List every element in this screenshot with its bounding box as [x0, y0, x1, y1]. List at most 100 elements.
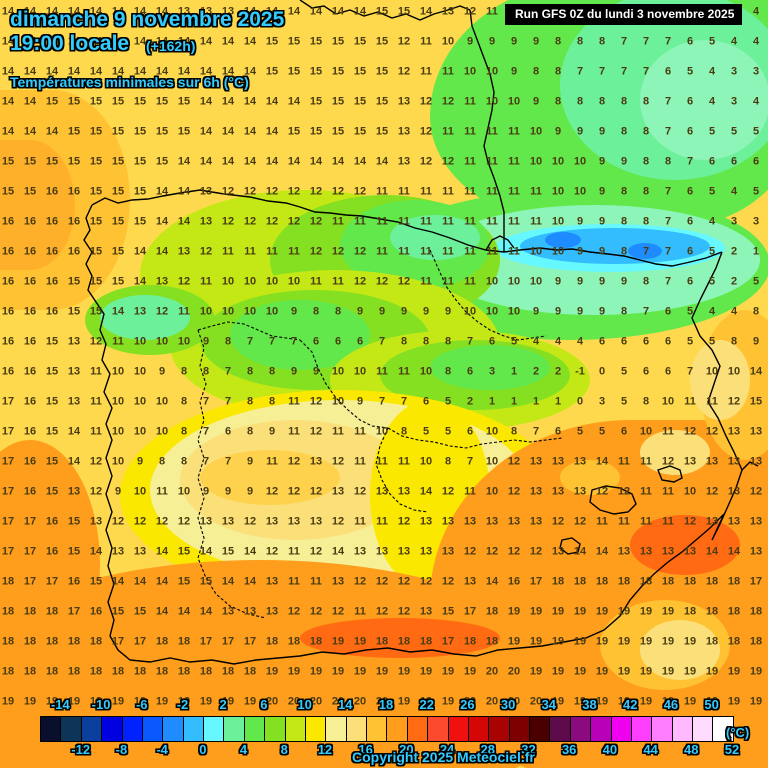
grid-value: 15: [111, 95, 125, 108]
grid-value: 17: [23, 545, 37, 558]
grid-value: 20: [507, 665, 521, 678]
grid-value: 8: [554, 65, 562, 78]
grid-value: 14: [155, 215, 169, 228]
grid-value: 14: [1, 5, 15, 18]
grid-value: 14: [111, 305, 125, 318]
grid-value: 14: [243, 125, 257, 138]
legend-tick-top: 26: [460, 697, 475, 712]
grid-value: 7: [642, 305, 650, 318]
grid-value: 10: [111, 425, 125, 438]
grid-value: 12: [441, 155, 455, 168]
legend-swatch: [387, 717, 408, 741]
grid-value: 11: [398, 455, 410, 468]
legend-tick-top: 14: [338, 697, 353, 712]
grid-value: 11: [354, 455, 366, 468]
legend-tick-bottom: -8: [115, 742, 128, 757]
grid-value: 13: [683, 455, 697, 468]
grid-value: 18: [287, 635, 301, 648]
grid-value: 12: [507, 545, 521, 558]
grid-value: 10: [441, 35, 455, 48]
grid-value: 10: [485, 95, 499, 108]
grid-value: 14: [111, 35, 125, 48]
legend-tick-bottom: 16: [358, 742, 373, 757]
grid-value: 6: [730, 155, 738, 168]
grid-value: 5: [752, 125, 760, 138]
grid-value: 9: [510, 35, 518, 48]
grid-value: 7: [466, 335, 474, 348]
grid-value: 14: [331, 5, 345, 18]
grid-value: 18: [727, 605, 741, 618]
grid-value: 19: [265, 665, 279, 678]
grid-value: 19: [617, 635, 631, 648]
grid-value: 15: [133, 605, 147, 618]
field-pyrenees-blue-core1: [545, 232, 581, 248]
grid-value: 10: [573, 185, 587, 198]
grid-value: 6: [642, 335, 650, 348]
grid-value: 16: [23, 335, 37, 348]
grid-value: 3: [730, 95, 738, 108]
grid-value: 15: [111, 605, 125, 618]
grid-value: 1: [532, 395, 540, 408]
grid-value: 12: [441, 95, 455, 108]
grid-value: 17: [441, 635, 455, 648]
grid-value: 13: [375, 545, 389, 558]
grid-value: 11: [398, 185, 410, 198]
grid-value: 13: [67, 485, 81, 498]
grid-value: 13: [617, 545, 631, 558]
legend-tick-bottom: 12: [317, 742, 333, 757]
page-title-time: 19:00 locale: [10, 32, 130, 55]
grid-value: 10: [133, 365, 147, 378]
grid-value: 12: [243, 185, 257, 198]
border-interior-3: [429, 249, 547, 341]
grid-value: 10: [375, 425, 389, 438]
grid-value: 16: [45, 545, 59, 558]
grid-value: 18: [573, 575, 587, 588]
grid-value: 9: [488, 35, 496, 48]
grid-value: 4: [708, 95, 716, 108]
grid-value: 13: [551, 485, 565, 498]
grid-value: 12: [507, 455, 521, 468]
grid-value: 18: [727, 635, 741, 648]
grid-value: 12: [243, 515, 257, 528]
grid-value: 10: [111, 455, 125, 468]
grid-value: 18: [1, 605, 15, 618]
grid-value: 14: [45, 125, 59, 138]
grid-value: 12: [397, 515, 411, 528]
grid-value: 11: [442, 245, 454, 258]
grid-value: 7: [532, 425, 540, 438]
grid-value: 10: [265, 275, 279, 288]
grid-value: 11: [640, 515, 652, 528]
grid-value: 12: [727, 395, 741, 408]
grid-value: 5: [686, 65, 694, 78]
legend-tick-bottom: 32: [521, 742, 536, 757]
grid-value: 10: [529, 245, 543, 258]
grid-value: 9: [598, 155, 606, 168]
grid-value: 15: [441, 605, 455, 618]
grid-value: 17: [133, 635, 147, 648]
grid-value: 19: [661, 605, 675, 618]
grid-value: 16: [23, 455, 37, 468]
grid-value: 4: [752, 95, 760, 108]
grid-value: 12: [331, 515, 345, 528]
grid-value: 5: [576, 425, 584, 438]
grid-value: 6: [312, 335, 320, 348]
grid-value: 7: [598, 65, 606, 78]
grid-value: 14: [155, 605, 169, 618]
grid-value: 11: [464, 215, 476, 228]
grid-value: 12: [199, 245, 213, 258]
border-interior-4: [375, 427, 429, 513]
grid-value: 3: [730, 215, 738, 228]
grid-value: 8: [730, 335, 738, 348]
grid-value: 15: [133, 155, 147, 168]
grid-value: 10: [177, 485, 191, 498]
grid-value: 15: [67, 155, 81, 168]
field-hotspot2: [300, 618, 500, 658]
grid-value: 19: [595, 665, 609, 678]
grid-value: 15: [133, 215, 147, 228]
grid-value: 19: [639, 695, 653, 708]
grid-value: 7: [378, 335, 386, 348]
grid-value: 19: [419, 695, 433, 708]
grid-value: 12: [705, 485, 719, 498]
grid-value: 9: [312, 365, 320, 378]
grid-value: 8: [576, 35, 584, 48]
